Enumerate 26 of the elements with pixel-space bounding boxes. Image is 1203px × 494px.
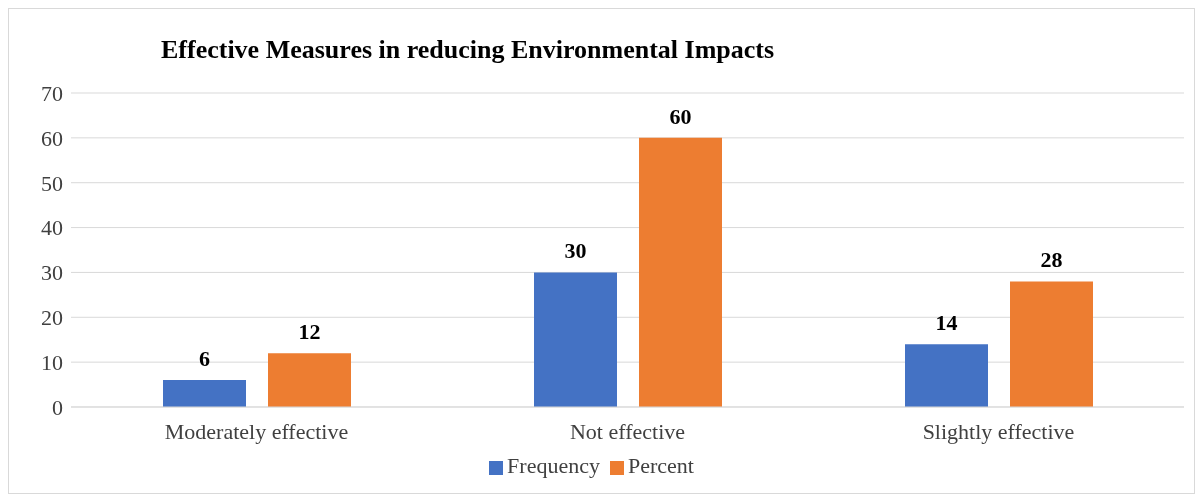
data-label: 14 bbox=[935, 310, 958, 336]
bar bbox=[1010, 281, 1093, 407]
y-tick-label: 0 bbox=[52, 394, 63, 420]
legend-label: Frequency bbox=[507, 453, 600, 478]
bar bbox=[534, 272, 617, 407]
data-label: 12 bbox=[298, 319, 321, 345]
chart-title: Effective Measures in reducing Environmental Impacts bbox=[161, 35, 775, 65]
y-tick-label: 40 bbox=[41, 215, 63, 241]
x-tick-label: Not effective bbox=[569, 418, 686, 444]
x-tick-label: Slightly effective bbox=[922, 418, 1075, 444]
y-tick-label: 20 bbox=[41, 305, 63, 331]
data-label: 28 bbox=[1040, 247, 1063, 273]
y-tick-label: 30 bbox=[41, 260, 63, 286]
y-tick-label: 50 bbox=[41, 170, 63, 196]
legend-label: Percent bbox=[627, 453, 694, 478]
bar bbox=[639, 137, 722, 407]
y-tick-label: 70 bbox=[41, 80, 63, 106]
bar bbox=[905, 344, 988, 407]
y-tick-label: 10 bbox=[41, 349, 63, 375]
bar bbox=[268, 353, 351, 407]
y-tick-label: 60 bbox=[41, 125, 63, 151]
data-label: 6 bbox=[199, 346, 210, 372]
data-label: 30 bbox=[564, 238, 587, 264]
bar bbox=[163, 380, 246, 407]
data-label: 60 bbox=[669, 103, 692, 129]
x-tick-label: Moderately effective bbox=[164, 418, 349, 444]
